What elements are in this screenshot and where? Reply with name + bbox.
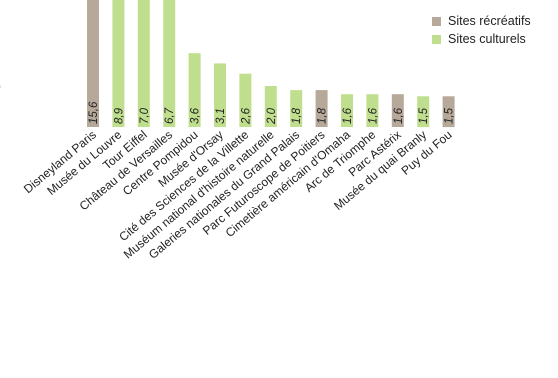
bar-12 bbox=[366, 94, 379, 127]
bar-2 bbox=[112, 0, 125, 127]
bars-group bbox=[87, 0, 455, 128]
value-label-14: 1,5 bbox=[418, 107, 430, 124]
value-label-12: 1,6 bbox=[367, 107, 379, 124]
bar-6 bbox=[214, 63, 226, 127]
legend-item-recreatif: Sites récréatifs bbox=[432, 12, 531, 30]
value-label-2: 8,9 bbox=[113, 107, 125, 124]
bar-7 bbox=[239, 73, 252, 127]
value-label-11: 1,6 bbox=[342, 107, 354, 124]
bar-14 bbox=[417, 96, 430, 128]
value-label-8: 2,0 bbox=[266, 107, 278, 125]
value-label-10: 1,8 bbox=[317, 107, 329, 124]
bar-1 bbox=[87, 0, 99, 127]
bar-13 bbox=[391, 94, 404, 127]
bar-5 bbox=[188, 53, 201, 128]
value-label-13: 1,6 bbox=[393, 107, 405, 124]
legend-swatch-culturel bbox=[432, 34, 441, 44]
legend-label-recreatif: Sites récréatifs bbox=[448, 14, 531, 28]
value-label-7: 2,6 bbox=[240, 107, 252, 125]
y-axis-tick-label: 0 bbox=[0, 80, 1, 94]
legend-label-culturel: Sites culturels bbox=[448, 32, 526, 46]
bar-11 bbox=[341, 94, 353, 127]
bar-9 bbox=[290, 90, 303, 127]
bar-10 bbox=[315, 90, 328, 127]
value-label-9: 1,8 bbox=[291, 107, 303, 124]
y-axis-tick-fragment: 0 bbox=[0, 80, 6, 100]
value-label-6: 3,1 bbox=[215, 108, 227, 124]
legend-swatch-recreatif bbox=[432, 16, 441, 26]
bar-8 bbox=[264, 86, 277, 127]
value-label-5: 3,6 bbox=[190, 107, 202, 124]
value-label-1: 15,6 bbox=[88, 101, 100, 124]
bar-3 bbox=[137, 0, 150, 127]
bar-4 bbox=[163, 0, 176, 127]
value-labels-group: 15,6 8,9 7,0 6,7 3,6 3,1 2,6 2,0 1,8 1,8 1,6 1,6 1,6… bbox=[88, 101, 456, 125]
value-label-15: 1,5 bbox=[444, 107, 456, 124]
legend: Sites récréatifs Sites culturels bbox=[432, 12, 531, 48]
bar-15 bbox=[442, 96, 455, 128]
value-label-3: 7,0 bbox=[139, 107, 151, 124]
legend-item-culturel: Sites culturels bbox=[432, 30, 531, 48]
value-label-4: 6,7 bbox=[164, 107, 176, 124]
